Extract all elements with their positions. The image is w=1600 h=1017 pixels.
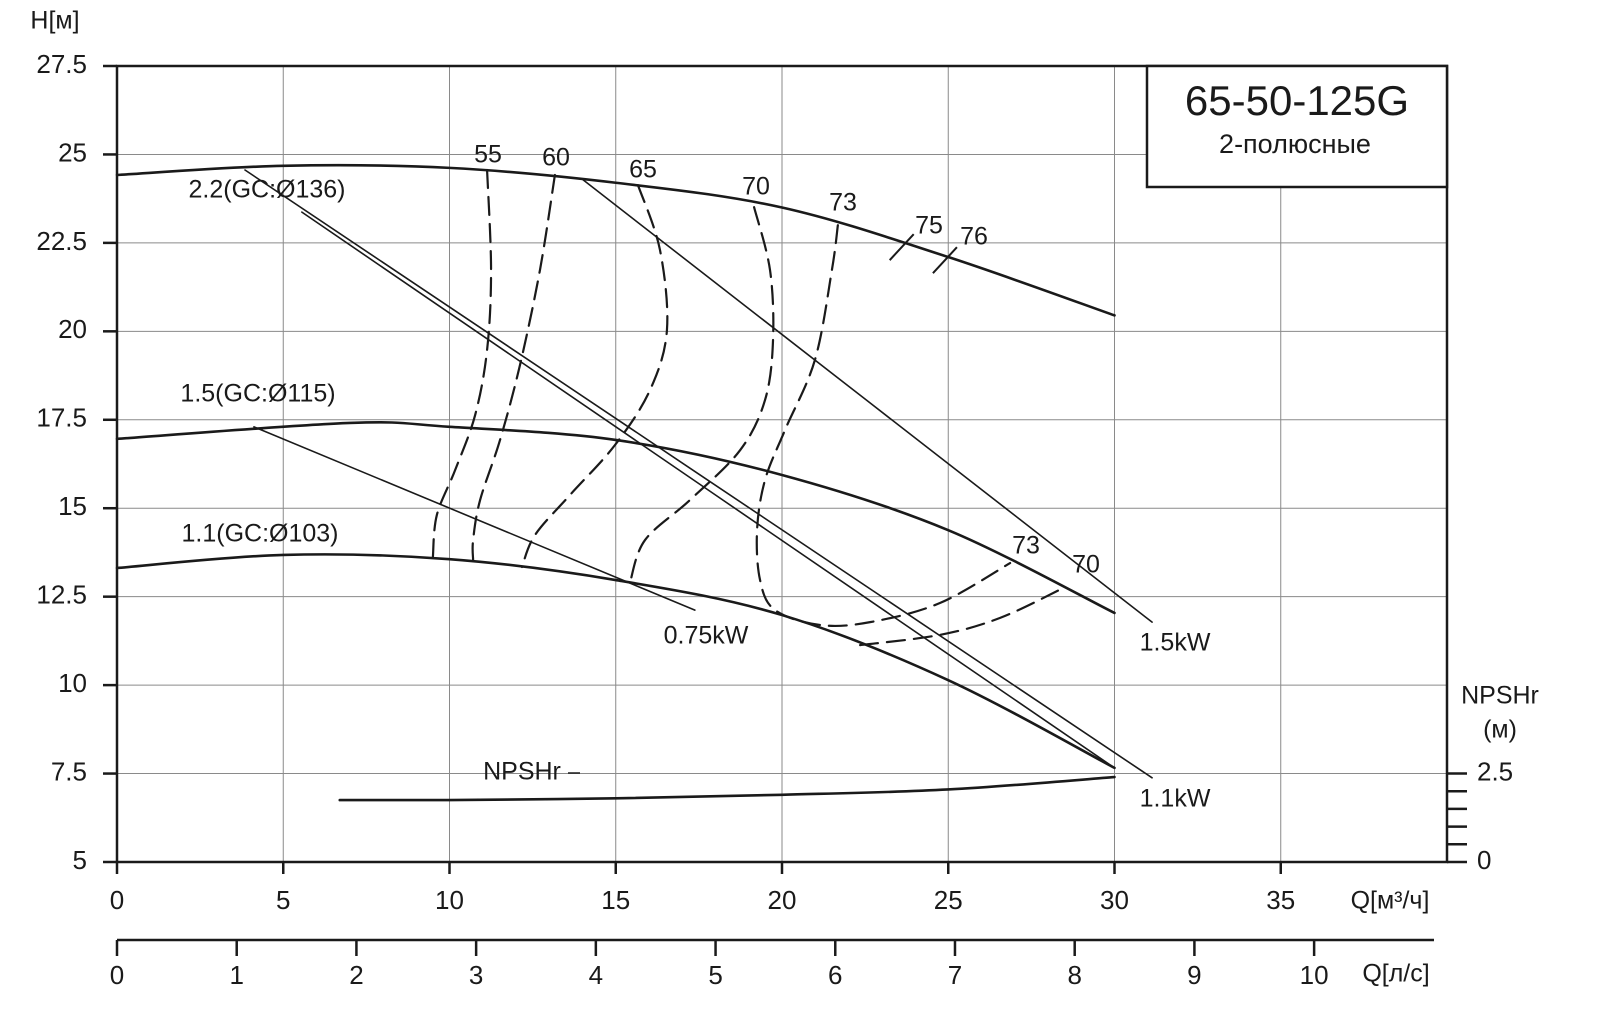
efficiency-label: 73 [1012, 532, 1040, 560]
y-tick-label: 10 [58, 668, 87, 698]
x-tick-label: 15 [601, 885, 630, 915]
chart-title: 65-50-125G [1185, 77, 1409, 124]
efficiency-label: 70 [742, 173, 770, 201]
y-axis-label: H[м] [30, 7, 79, 35]
efficiency-curve [471, 173, 557, 561]
efficiency-label: 76 [960, 223, 988, 251]
efficiency-label: 55 [474, 141, 502, 169]
power-label: 1.1kW [1140, 785, 1211, 813]
y-tick-label: 20 [58, 314, 87, 344]
marks [115, 163, 1153, 802]
efficiency-mark [932, 246, 958, 274]
x-tick-label: 10 [435, 885, 464, 915]
x-axis-label: Q[м³/ч] [1351, 887, 1430, 915]
x-tick-label: 30 [1100, 885, 1129, 915]
x2-tick-label: 7 [948, 960, 962, 990]
power-line [244, 169, 1153, 779]
x2-tick-label: 0 [110, 960, 124, 990]
y-tick-label: 12.5 [36, 580, 87, 610]
x-tick-label: 25 [934, 885, 963, 915]
chart-subtitle: 2-полюсные [1219, 129, 1371, 159]
power-line [582, 179, 1153, 623]
x2-tick-label: 6 [828, 960, 842, 990]
efficiency-label: 75 [915, 212, 943, 240]
efficiency-curve [431, 168, 493, 559]
x2-tick-label: 3 [469, 960, 483, 990]
x2-tick-label: 9 [1187, 960, 1201, 990]
x-tick-label: 5 [276, 885, 290, 915]
x2-tick-label: 10 [1300, 960, 1329, 990]
x2-tick-label: 5 [708, 960, 722, 990]
efficiency-curve [755, 224, 1012, 628]
power-line [253, 426, 696, 611]
y-tick-label: 15 [58, 491, 87, 521]
y2-tick-label: 0 [1477, 845, 1491, 875]
x-tick-label: 35 [1266, 885, 1295, 915]
x2-axis-label: Q[л/с] [1362, 960, 1429, 988]
y-tick-label: 17.5 [36, 403, 87, 433]
y-tick-label: 7.5 [51, 756, 87, 786]
x2-tick-label: 1 [229, 960, 243, 990]
y-tick-label: 27.5 [36, 49, 87, 79]
efficiency-curve [628, 206, 775, 584]
power-label: 1.5kW [1140, 629, 1211, 657]
y2-tick-label: 2.5 [1477, 756, 1513, 786]
curve-label: 1.1(GC:Ø103) [181, 520, 338, 548]
x2-tick-label: 2 [349, 960, 363, 990]
y-tick-label: 5 [73, 845, 87, 875]
head-curve [115, 553, 1116, 770]
efficiency-curve [859, 587, 1065, 647]
y-tick-label: 25 [58, 137, 87, 167]
x-tick-label: 20 [768, 885, 797, 915]
efficiency-label: 70 [1072, 551, 1100, 579]
head-curve [115, 421, 1116, 615]
npsh-curve [338, 775, 1116, 802]
x2-tick-label: 8 [1067, 960, 1081, 990]
efficiency-label: 65 [629, 156, 657, 184]
efficiency-mark [888, 233, 915, 261]
y-tick-label: 22.5 [36, 226, 87, 256]
x-tick-label: 0 [110, 885, 124, 915]
efficiency-curve [520, 184, 669, 569]
power-label: 0.75kW [664, 622, 749, 650]
title-box [1145, 64, 1449, 189]
x2-tick-label: 4 [589, 960, 603, 990]
curve-label: 1.5(GC:Ø115) [180, 380, 335, 408]
efficiency-label: 73 [829, 189, 857, 217]
power-line [301, 211, 1116, 769]
efficiency-label: 60 [542, 144, 570, 172]
curve-label: NPSHr [483, 758, 561, 786]
y2-axis-unit: (м) [1483, 716, 1517, 744]
curve-label: 2.2(GC:Ø136) [188, 176, 345, 204]
y2-axis-label: NPSHr [1461, 682, 1539, 710]
